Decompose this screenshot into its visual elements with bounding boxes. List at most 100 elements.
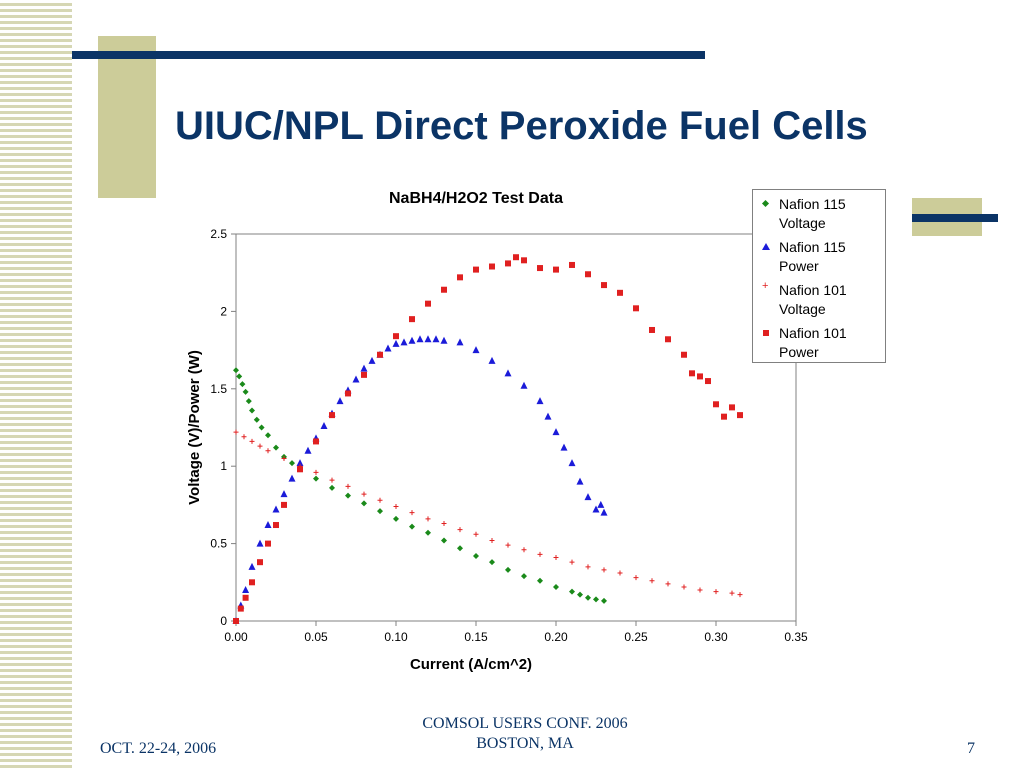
data-point-plus [313,469,319,475]
footer-date: OCT. 22-24, 2006 [100,740,217,757]
data-point-square [649,326,655,333]
data-point-square [377,351,383,358]
data-point-square [513,254,519,261]
data-point-diamond [377,508,383,515]
x-axis-label: Current (A/cm^2) [410,656,532,673]
data-point-square [553,266,559,273]
data-point-plus [409,510,415,516]
data-point-triangle [472,346,480,354]
data-point-plus [377,497,383,503]
data-point-plus [681,584,687,590]
data-point-square [737,412,743,419]
data-point-triangle [520,381,528,389]
data-point-diamond [577,591,583,598]
x-tick-label: 0.35 [784,630,808,644]
data-point-plus [553,555,559,561]
data-point-diamond [593,596,599,603]
data-point-triangle [440,336,448,344]
data-point-diamond [258,424,265,431]
data-point-triangle [272,505,280,513]
data-point-square [569,261,575,268]
legend-label: Nafion 101 Voltage [779,282,847,317]
chart-title: NaBH4/H2O2 Test Data [389,190,563,207]
data-point-diamond [236,373,243,380]
data-point-plus [601,567,607,573]
data-point-diamond [361,500,367,507]
x-tick-label: 0.20 [544,630,568,644]
data-point-triangle [576,477,584,485]
data-point-square [601,282,607,289]
data-point-square [281,501,287,508]
data-point-diamond [473,552,479,559]
data-point-square [361,371,367,378]
data-point-square [729,404,735,411]
data-point-triangle [600,508,608,516]
data-point-square [697,373,703,380]
data-point-triangle [597,500,605,508]
left-stripe-decoration [0,0,72,768]
legend-item-nafion101-voltage: Nafion 101 Voltage [759,280,875,319]
data-point-plus [521,547,527,553]
legend-item-nafion115-power: Nafion 115 Power [759,238,875,276]
data-point-square [617,289,623,296]
data-point-plus [505,542,511,548]
data-point-plus [233,429,239,435]
slide-title: UIUC/NPL Direct Peroxide Fuel Cells [175,104,868,148]
data-point-square [633,305,639,312]
data-point-triangle [392,339,400,347]
top-accent-bar [72,51,705,59]
data-point-square [721,413,727,420]
data-point-triangle [242,586,250,594]
data-point-plus [473,531,479,537]
data-point-triangle [456,338,464,346]
y-axis-label: Voltage (V)/Power (W) [186,350,203,505]
data-point-square [689,370,695,377]
data-point-triangle [592,505,600,513]
data-point-triangle [584,493,592,501]
data-point-square [489,263,495,270]
data-point-square [237,605,244,612]
data-point-square [473,266,479,273]
data-point-plus [737,592,743,598]
data-point-triangle [384,344,392,352]
data-point-plus [249,438,255,444]
legend-item-nafion101-power: Nafion 101 Power [759,324,875,362]
legend-item-nafion115-voltage: Nafion 115 Voltage [759,195,875,233]
footer-location: BOSTON, MA [476,735,574,752]
data-point-triangle [488,356,496,364]
data-point-square [521,257,527,264]
data-point-triangle [248,562,256,570]
data-point-triangle [288,474,296,482]
data-point-diamond [233,367,239,374]
data-point-square [537,265,543,272]
data-point-triangle [264,521,272,529]
data-point-square [425,300,431,307]
data-point-diamond [457,545,463,552]
data-point-plus [489,538,495,544]
data-point-triangle [424,335,432,343]
legend-label: Nafion 115 Voltage [779,196,846,231]
diamond-marker-icon [759,197,773,211]
data-point-plus [265,448,271,454]
data-point-square [257,559,263,566]
data-point-square [409,316,415,323]
data-point-triangle [408,336,416,344]
plus-marker-icon [759,280,773,297]
data-point-diamond [265,432,271,439]
data-point-triangle [568,459,576,467]
data-point-diamond [289,460,295,467]
data-point-triangle [504,369,512,377]
data-point-plus [441,520,447,526]
x-tick-label: 0.10 [384,630,408,644]
data-point-triangle [400,338,408,346]
data-point-diamond [489,559,495,566]
data-point-plus [457,527,463,533]
data-point-triangle [296,459,304,467]
data-point-plus [345,483,351,489]
data-point-plus [537,551,543,557]
data-point-square [505,260,511,267]
data-point-plus [649,578,655,584]
data-point-square [233,618,239,624]
x-tick-label: 0.25 [624,630,648,644]
data-point-triangle [280,490,288,498]
